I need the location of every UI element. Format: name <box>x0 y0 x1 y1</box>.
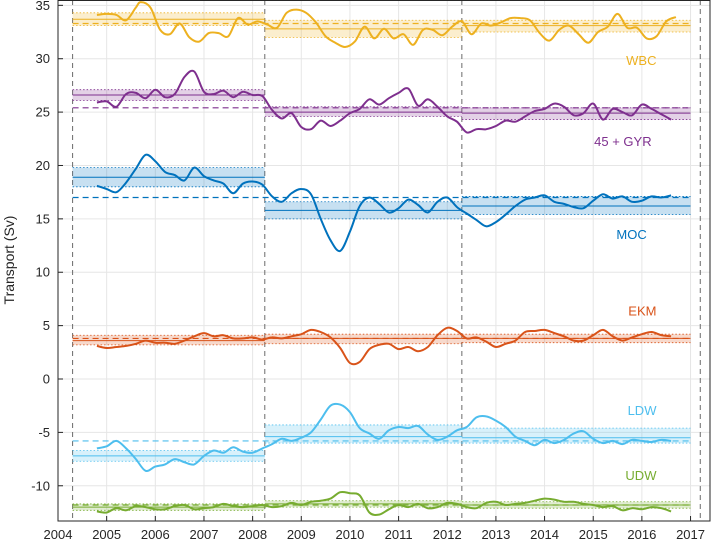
series-label: LDW <box>628 403 658 418</box>
y-axis-label: Transport (Sv) <box>1 216 17 305</box>
x-tick-label: 2009 <box>287 527 316 541</box>
series-label: 45 + GYR <box>594 134 651 149</box>
x-tick-label: 2006 <box>141 527 170 541</box>
confidence-band <box>72 335 265 345</box>
y-tick-label: 15 <box>36 211 50 226</box>
x-tick-label: 2010 <box>335 527 364 541</box>
x-tick-label: 2005 <box>92 527 121 541</box>
series-labels: WBC 45 + GYR MOC EKM LDW UDW <box>594 53 657 483</box>
series-label: EKM <box>628 304 656 319</box>
y-tick-label: 25 <box>36 105 50 120</box>
segment-boundaries <box>72 0 701 521</box>
x-tick-label: 2008 <box>238 527 267 541</box>
confidence-band <box>264 334 462 344</box>
y-tick-label: 30 <box>36 51 50 66</box>
y-tick-label: 5 <box>43 318 50 333</box>
confidence-band <box>461 107 691 120</box>
series-label: MOC <box>616 227 646 242</box>
y-tick-label: 35 <box>36 0 50 13</box>
x-tick-label: 2014 <box>530 527 559 541</box>
y-tick-label: -10 <box>31 478 50 493</box>
series-label: WBC <box>626 53 656 68</box>
x-tick-label: 2017 <box>676 527 705 541</box>
x-tick-label: 2012 <box>433 527 462 541</box>
x-tick-label: 2016 <box>627 527 656 541</box>
confidence-band <box>264 106 462 117</box>
series-line-2 <box>96 153 672 253</box>
confidence-band <box>461 196 691 215</box>
x-tick-label: 2015 <box>579 527 608 541</box>
axes: 2004 2005 2006 2007 2008 2009 2010 2011 2012 2013… <box>31 0 711 541</box>
x-tick-label: 2007 <box>190 527 219 541</box>
series-line-0 <box>96 1 677 48</box>
plot-border <box>57 0 711 522</box>
series-line-5 <box>96 490 672 516</box>
x-tick-label: 2004 <box>44 527 73 541</box>
series-line-1 <box>96 69 672 134</box>
y-tick-label: 0 <box>43 372 50 387</box>
series-line-4 <box>96 402 672 473</box>
series-line-3 <box>96 326 672 366</box>
y-tick-label: 10 <box>36 265 50 280</box>
confidence-band <box>461 20 691 33</box>
x-tick-label: 2013 <box>481 527 510 541</box>
x-tick-label: 2011 <box>385 527 413 541</box>
y-tick-label: 20 <box>36 158 50 173</box>
series-lines <box>96 1 677 516</box>
y-tick-label: -5 <box>38 425 50 440</box>
series-label: UDW <box>625 468 657 483</box>
